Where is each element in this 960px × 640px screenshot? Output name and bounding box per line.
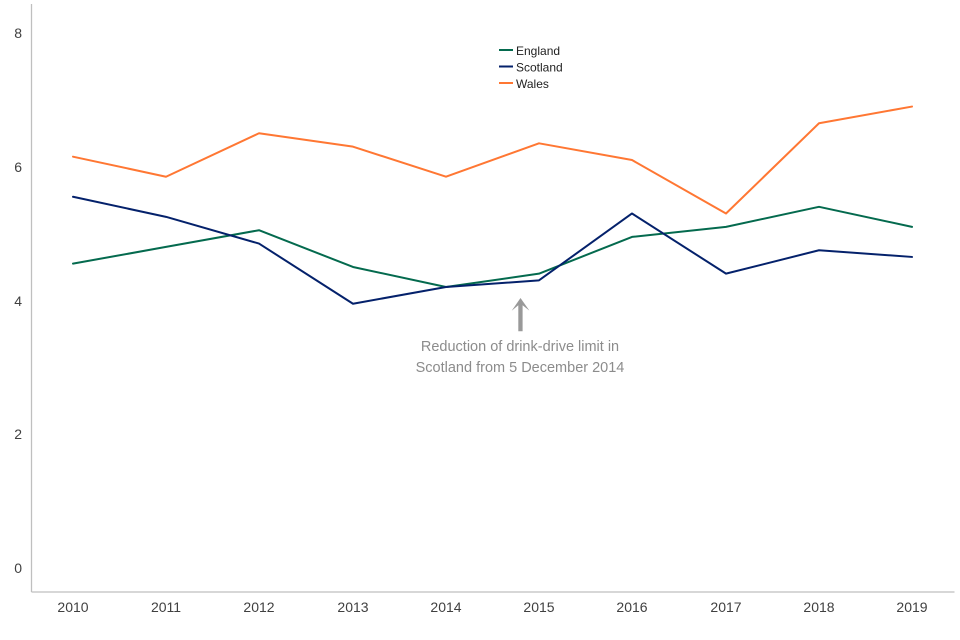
svg-text:4: 4 <box>14 293 22 309</box>
svg-text:2010: 2010 <box>57 599 88 615</box>
svg-text:England: England <box>516 44 560 58</box>
svg-text:6: 6 <box>14 159 22 175</box>
svg-text:2016: 2016 <box>616 599 647 615</box>
svg-text:2018: 2018 <box>803 599 834 615</box>
svg-text:Scotland from 5 December 2014: Scotland from 5 December 2014 <box>416 360 625 376</box>
svg-text:2014: 2014 <box>430 599 461 615</box>
svg-text:Wales: Wales <box>516 77 549 91</box>
svg-text:0: 0 <box>14 560 22 576</box>
svg-text:Scotland: Scotland <box>516 61 563 75</box>
svg-text:2019: 2019 <box>896 599 927 615</box>
svg-text:2011: 2011 <box>151 599 181 615</box>
svg-text:2017: 2017 <box>710 599 741 615</box>
svg-text:2015: 2015 <box>523 599 554 615</box>
svg-text:2013: 2013 <box>337 599 368 615</box>
svg-text:2012: 2012 <box>243 599 274 615</box>
svg-text:8: 8 <box>14 25 22 41</box>
svg-text:2: 2 <box>14 426 22 442</box>
svg-text:Reduction of drink-drive limit: Reduction of drink-drive limit in <box>421 339 619 355</box>
